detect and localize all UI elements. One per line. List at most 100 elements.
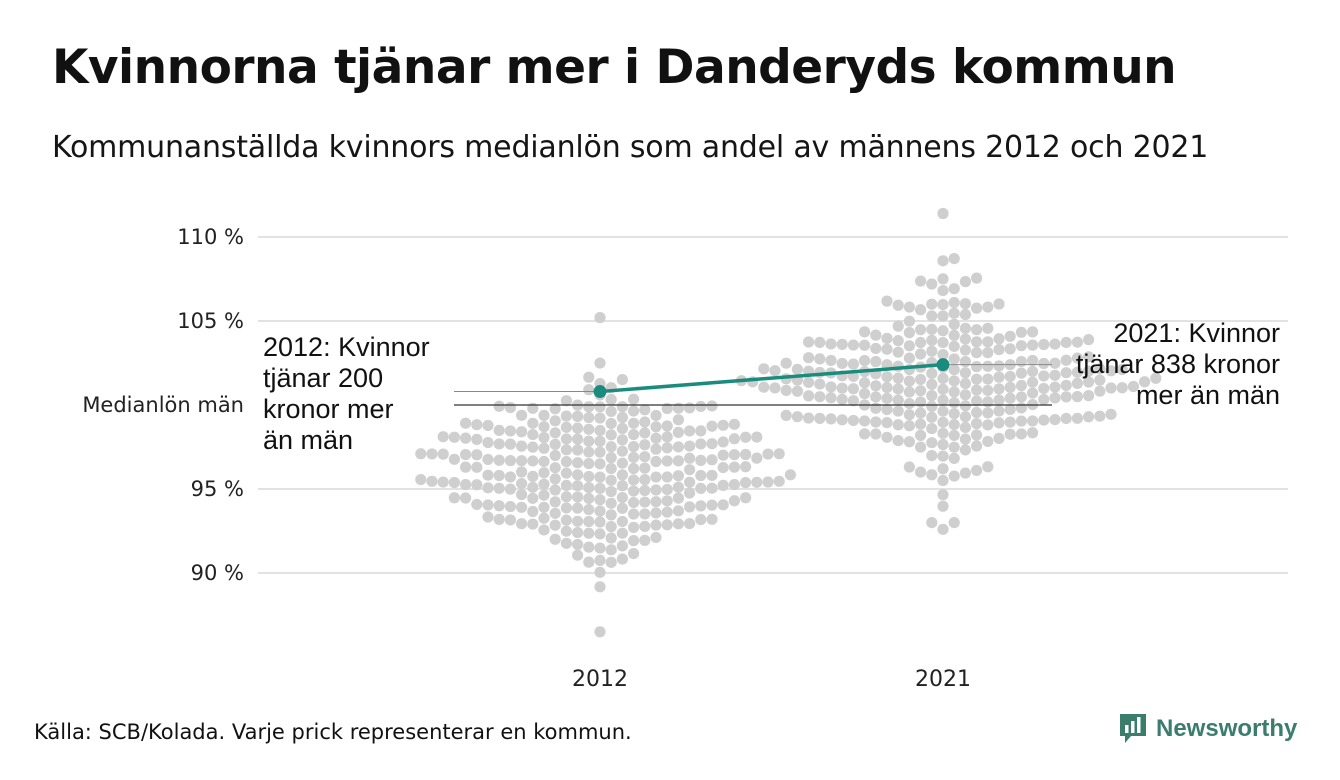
municipality-dot (549, 496, 561, 508)
annotation-2012-line: tjänar 200 (263, 363, 383, 393)
municipality-dot (684, 425, 696, 437)
municipality-dot (572, 444, 584, 456)
municipality-dot (695, 454, 707, 466)
municipality-dot (773, 475, 785, 487)
municipality-dot (982, 336, 994, 348)
municipality-dot (706, 400, 718, 412)
municipality-dot (780, 357, 792, 369)
municipality-dot (937, 523, 949, 535)
municipality-dot (516, 466, 528, 478)
municipality-dot (549, 507, 561, 519)
municipality-dot (538, 442, 550, 454)
municipality-dot (493, 469, 505, 482)
municipality-dot (791, 411, 804, 423)
municipality-dot (616, 540, 629, 552)
municipality-dot (538, 524, 550, 536)
municipality-dot (1004, 381, 1016, 393)
municipality-dot (762, 448, 774, 460)
municipality-dot (616, 469, 629, 481)
municipality-dot (814, 353, 826, 365)
municipality-dot (791, 385, 804, 397)
municipality-dot (695, 425, 707, 437)
municipality-dot (628, 428, 640, 441)
municipality-dot (937, 474, 949, 487)
municipality-dot (971, 440, 983, 452)
municipality-dot (1049, 357, 1061, 369)
x-tick-label: 2021 (915, 667, 971, 692)
municipality-dot (847, 358, 860, 370)
municipality-dot (460, 448, 472, 461)
municipality-dot (728, 418, 741, 430)
municipality-dot (628, 441, 640, 453)
municipality-dot (1038, 414, 1050, 426)
municipality-dot (628, 417, 640, 429)
municipality-dot (892, 346, 904, 358)
municipality-dot (717, 461, 729, 474)
highlight-layer (593, 358, 950, 399)
municipality-dot (971, 464, 983, 477)
municipality-dot (740, 477, 752, 489)
municipality-dot (616, 373, 629, 386)
municipality-dot (740, 448, 752, 461)
municipality-dot (1015, 340, 1027, 352)
municipality-dot (538, 489, 550, 501)
municipality-dot (948, 386, 960, 398)
municipality-dot (560, 456, 573, 468)
municipality-dot (661, 431, 673, 443)
municipality-dot (926, 411, 938, 423)
municipality-dot (583, 457, 595, 470)
municipality-dot (616, 491, 629, 504)
municipality-dot (959, 367, 972, 379)
municipality-dot (881, 403, 893, 416)
municipality-dot (948, 397, 960, 409)
municipality-dot (751, 431, 763, 443)
municipality-dot (706, 438, 718, 450)
municipality-dot (560, 537, 573, 549)
municipality-dot (1071, 377, 1083, 389)
municipality-dot (982, 461, 994, 473)
municipality-dot (892, 372, 904, 384)
municipality-dot (560, 433, 573, 445)
municipality-dot (859, 339, 871, 351)
municipality-dot (982, 347, 994, 359)
municipality-dot (971, 302, 983, 314)
municipality-dot (695, 500, 707, 512)
municipality-dot (639, 484, 651, 497)
municipality-dot (437, 431, 449, 443)
municipality-dot (594, 505, 606, 517)
municipality-dot (881, 295, 893, 307)
municipality-dot (471, 419, 483, 431)
municipality-dot (926, 367, 938, 380)
municipality-dot (516, 501, 528, 513)
municipality-dot (1015, 428, 1027, 440)
municipality-dot (959, 411, 972, 423)
municipality-dot (549, 427, 561, 439)
municipality-dot (948, 296, 960, 309)
municipality-dot (695, 469, 707, 482)
municipality-dot (971, 418, 983, 430)
municipality-dot (1060, 391, 1072, 403)
municipality-dot (1150, 372, 1162, 384)
municipality-dot (650, 409, 662, 422)
municipality-dot (527, 492, 539, 504)
municipality-dot (948, 329, 960, 341)
municipality-dot (594, 471, 606, 483)
municipality-dot (803, 390, 815, 402)
municipality-dot (527, 470, 539, 482)
municipality-dot (870, 329, 882, 341)
municipality-dot (1105, 408, 1117, 420)
municipality-dot (661, 519, 673, 531)
municipality-dot (971, 384, 983, 396)
municipality-dot (948, 517, 960, 529)
municipality-dot (948, 353, 960, 365)
municipality-dot (605, 405, 617, 418)
municipality-dot (993, 343, 1005, 356)
municipality-dot (504, 438, 516, 450)
municipality-dot (1027, 415, 1039, 427)
municipality-dot (814, 412, 826, 424)
annotation-2012-line: kronor mer (263, 394, 394, 424)
municipality-dot (728, 479, 741, 491)
municipality-dot (684, 517, 696, 530)
municipality-dot (740, 492, 752, 504)
municipality-dot (516, 488, 528, 501)
